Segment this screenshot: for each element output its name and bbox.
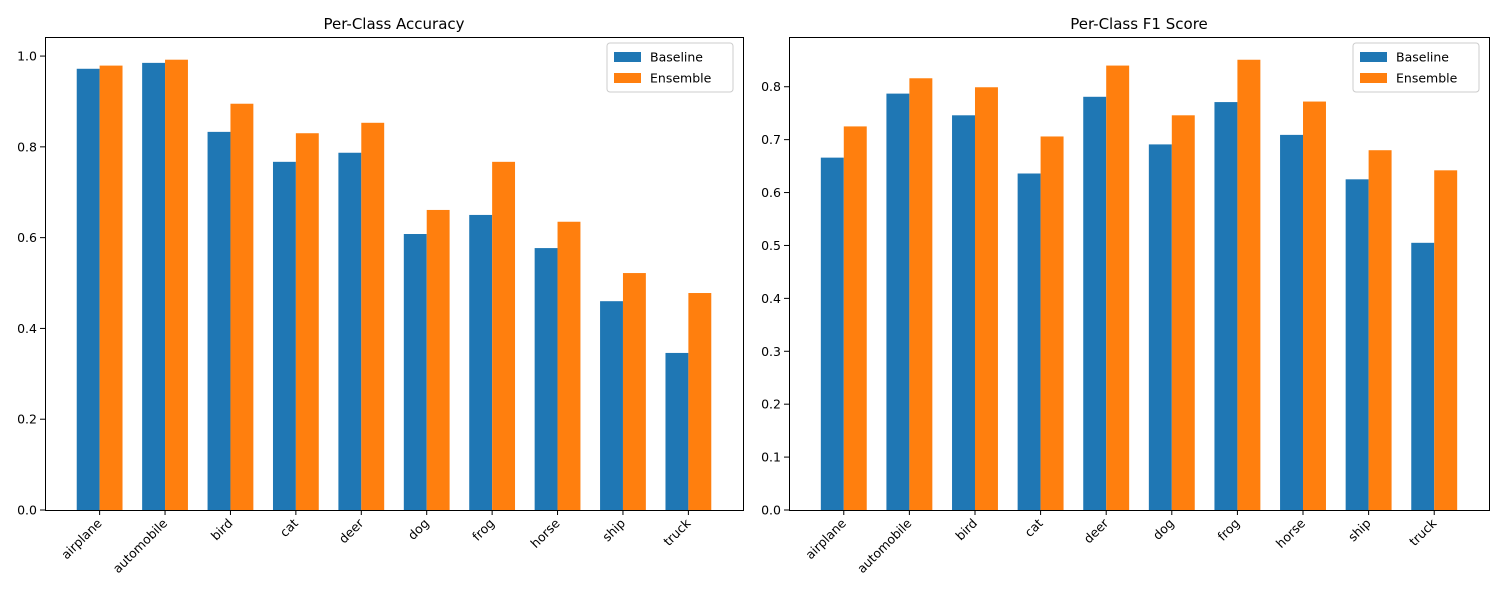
accuracy-y-tick-label: 0.8 [17, 139, 37, 154]
f1-bar-ensemble-automobile [909, 78, 933, 511]
accuracy-bar-ensemble-automobile [165, 59, 188, 510]
f1-bar-ensemble-horse [1303, 101, 1326, 511]
f1-bar-baseline-truck [1411, 242, 1435, 510]
accuracy-chart-title: Per-Class Accuracy [323, 15, 464, 33]
accuracy-bar-ensemble-bird [230, 103, 254, 510]
f1-bar-baseline-frog [1214, 102, 1238, 510]
f1-axes-frame [789, 37, 1490, 511]
f1-y-tick-label: 0.5 [761, 238, 781, 253]
accuracy-bar-baseline-truck [665, 352, 689, 510]
f1-bar-baseline-deer [1083, 96, 1107, 510]
f1-chart-title: Per-Class F1 Score [1070, 15, 1208, 33]
f1-y-tick-label: 0.1 [761, 450, 781, 465]
f1-y-tick-label: 0.3 [761, 344, 781, 359]
accuracy-bar-ensemble-frog [492, 161, 516, 510]
f1-y-tick-label: 0.0 [761, 503, 781, 518]
accuracy-bar-ensemble-ship [622, 273, 646, 510]
accuracy-bar-baseline-frog [469, 214, 493, 510]
f1-y-axis: 0.0 0.1 0.2 0.3 0.4 0.5 0.6 0.7 0.8 [761, 79, 789, 518]
accuracy-bar-baseline-horse [534, 248, 558, 510]
f1-bar-baseline-dog [1148, 144, 1172, 510]
f1-bar-ensemble-frog [1237, 59, 1261, 510]
accuracy-legend-label-ensemble: Ensemble [650, 71, 712, 86]
accuracy-bar-ensemble-truck [688, 293, 712, 510]
accuracy-bar-ensemble-airplane [99, 65, 123, 510]
accuracy-bar-baseline-airplane [76, 68, 100, 510]
f1-bar-ensemble-dog [1171, 115, 1195, 511]
f1-y-tick-label: 0.8 [761, 79, 781, 94]
accuracy-y-tick-label: 0.2 [17, 412, 37, 427]
accuracy-axes-frame [45, 37, 744, 511]
accuracy-bar-ensemble-cat [295, 133, 319, 511]
f1-y-tick-label: 0.7 [761, 132, 781, 147]
f1-bar-baseline-airplane [820, 157, 844, 510]
accuracy-legend-label-baseline: Baseline [650, 50, 703, 65]
accuracy-y-tick-label: 0.0 [17, 503, 37, 518]
f1-bar-ensemble-truck [1434, 170, 1458, 510]
f1-y-tick-label: 0.6 [761, 185, 781, 200]
f1-bar-baseline-cat [1017, 173, 1041, 510]
f1-bar-baseline-automobile [886, 93, 910, 511]
f1-bars [820, 59, 1458, 511]
accuracy-bar-ensemble-horse [557, 221, 581, 510]
accuracy-y-axis: 0.0 0.2 0.4 0.6 0.8 1.0 [17, 49, 45, 518]
accuracy-bar-baseline-cat [272, 161, 296, 510]
accuracy-bars [76, 59, 712, 511]
f1-bar-baseline-ship [1345, 179, 1369, 510]
f1-y-tick-label: 0.4 [761, 291, 781, 306]
f1-bar-ensemble-ship [1368, 150, 1392, 510]
f1-legend-swatch-ensemble [1360, 73, 1387, 83]
accuracy-bar-ensemble-deer [361, 122, 385, 510]
f1-bar-ensemble-cat [1040, 136, 1064, 510]
accuracy-legend-swatch-baseline [614, 52, 641, 62]
accuracy-y-tick-label: 1.0 [17, 49, 37, 64]
f1-legend-label-ensemble: Ensemble [1396, 71, 1458, 86]
f1-legend-label-baseline: Baseline [1396, 50, 1449, 65]
accuracy-bar-baseline-automobile [142, 62, 166, 511]
accuracy-y-tick-label: 0.4 [17, 321, 37, 336]
accuracy-bar-ensemble-dog [426, 209, 450, 510]
f1-bar-ensemble-airplane [843, 126, 867, 510]
accuracy-chart-panel: Per-Class Accuracy 0.00.20.40.60.81.0 ai… [17, 15, 744, 576]
f1-legend-swatch-baseline [1360, 52, 1387, 62]
accuracy-bar-baseline-dog [403, 234, 427, 510]
accuracy-bar-baseline-bird [207, 131, 231, 510]
accuracy-bar-baseline-ship [600, 301, 623, 510]
f1-bar-baseline-horse [1280, 134, 1304, 510]
f1-y-tick-label: 0.2 [761, 397, 781, 412]
accuracy-bar-baseline-deer [338, 152, 362, 510]
f1-bar-baseline-bird [952, 115, 975, 511]
accuracy-legend: Baseline Ensemble [606, 42, 734, 93]
f1-bar-ensemble-bird [974, 87, 998, 510]
accuracy-y-tick-label: 0.6 [17, 230, 37, 245]
f1-bar-ensemble-deer [1106, 65, 1130, 510]
f1-legend: Baseline Ensemble [1352, 42, 1480, 93]
accuracy-legend-swatch-ensemble [614, 73, 641, 83]
